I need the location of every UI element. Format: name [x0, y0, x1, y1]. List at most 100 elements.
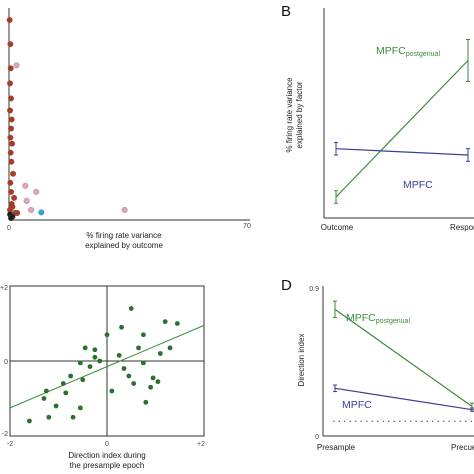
panel-b-legend-postgenual-name: MPFC: [376, 45, 406, 57]
panel-c-point-27: [143, 399, 149, 405]
panel-c-point-8: [70, 414, 76, 420]
panel-b-x-tick-response: Response: [450, 223, 474, 232]
panel-c-point-29: [150, 375, 156, 381]
panel-a-point-g0-0: [6, 17, 13, 24]
panel-a-point-g1-4: [121, 207, 128, 213]
panel-b-series-line-0: [335, 60, 469, 198]
panel-a-point-g3-0: [38, 209, 45, 216]
panel-c-point-22: [126, 373, 132, 379]
panel-d-legend-mpfc: MPFC: [342, 399, 372, 411]
panel-c: +2 0 -2 -2 0 +2 Direction index during t…: [0, 285, 205, 470]
panel-a-point-g0-10: [7, 149, 14, 156]
panel-b-legend-postgenual-sub: postgenual: [406, 51, 441, 58]
panel-d-legend-postgenual-sub: postgenual: [376, 318, 411, 325]
panel-c-point-24: [128, 306, 134, 311]
panel-a-point-g0-3: [7, 80, 13, 87]
panel-c-x-tick-left: -2: [7, 441, 13, 448]
panel-a-point-g0-13: [7, 179, 14, 186]
panel-c-point-33: [167, 345, 173, 351]
panel-d-x-tick-precue: Precue: [451, 443, 474, 452]
panel-a-point-g0-20: [14, 210, 21, 216]
panel-a-point-g2-2: [8, 215, 14, 222]
panel-b-errorbar-1-1: [466, 148, 470, 162]
panel-a-point-g0-1: [7, 41, 14, 48]
panel-c-point-20: [121, 366, 127, 371]
panel-c-y-tick-bottom: -2: [2, 431, 8, 438]
panel-a-point-g0-4: [8, 95, 14, 102]
panel-c-points: [27, 306, 180, 424]
panel-c-point-18: [104, 332, 110, 338]
panel-d-series-line-0: [334, 308, 473, 407]
panel-c-point-16: [92, 347, 98, 353]
panel-a-points: [6, 17, 128, 222]
panel-a-x-tick-70: 70: [243, 223, 251, 230]
panel-b-errorbar-0-0: [334, 190, 338, 204]
panel-c-x-label-line1: Direction index during: [68, 451, 145, 460]
panel-c-point-23: [131, 381, 137, 386]
panel-c-fit-line: [9, 324, 205, 409]
panel-a-point-g0-6: [8, 116, 15, 123]
panel-a-point-g0-12: [10, 170, 17, 177]
panel-c-point-9: [80, 377, 86, 383]
panel-c-point-15: [82, 345, 88, 351]
panel-a-point-g1-0: [13, 62, 20, 69]
panel-a-x-label-line1: % firing rate variance: [86, 231, 162, 240]
panel-c-point-7: [68, 373, 74, 379]
panel-b-legend-postgenual: MPFCpostgenual: [376, 45, 440, 58]
panel-c-point-2: [41, 396, 47, 401]
panel-c-point-3: [53, 403, 59, 409]
panel-a-point-g0-5: [7, 107, 13, 114]
panel-b-legend-mpfc: MPFC: [403, 179, 433, 191]
panel-c-point-30: [155, 379, 161, 385]
panel-a-point-g0-7: [8, 125, 14, 132]
panel-d-letter: D: [281, 277, 292, 294]
panel-c-point-14: [92, 354, 98, 360]
panel-c-point-26: [140, 332, 146, 338]
panel-c-x-tick-mid: 0: [105, 441, 109, 448]
panel-c-point-6: [60, 381, 66, 386]
panel-d-y-tick-bottom: 0: [315, 434, 319, 441]
panel-a: 0 70 % firing rate variance explained by…: [6, 8, 251, 250]
panel-b-x-tick-outcome: Outcome: [321, 223, 354, 232]
panel-c-point-28: [148, 384, 154, 390]
panel-a-point-g0-11: [8, 158, 15, 165]
panel-a-point-g1-3: [23, 197, 30, 204]
panel-d-series: [333, 300, 474, 412]
panel-b-letter: B: [281, 3, 291, 20]
panel-d-errorbar-1-0: [333, 384, 337, 393]
panel-d-x-tick-presample: Presample: [317, 443, 356, 452]
panel-a-point-g0-15: [11, 194, 18, 201]
panel-c-point-0: [27, 418, 32, 424]
panel-a-point-g0-9: [9, 140, 16, 147]
panel-b-errorbar-0-1: [466, 39, 470, 82]
panel-c-point-25: [136, 345, 141, 351]
panel-d-legend-postgenual: MPFCpostgenual: [346, 312, 410, 325]
panel-a-point-g0-8: [7, 134, 14, 141]
panel-a-point-g0-2: [7, 65, 14, 72]
panel-c-point-10: [77, 405, 83, 411]
panel-d-errorbar-0-0: [333, 300, 337, 319]
panel-c-point-4: [43, 388, 49, 394]
panel-b-y-label-line1: % firing rate variance: [285, 77, 294, 153]
panel-d-y-tick-top: 0.9: [309, 286, 319, 293]
panel-c-point-21: [119, 324, 124, 330]
panel-c-point-32: [162, 319, 168, 325]
panel-a-x-tick-0: 0: [7, 225, 11, 232]
panel-a-point-g1-1: [22, 182, 29, 189]
panel-a-x-label-line2: explained by outcome: [85, 241, 163, 250]
panel-c-point-17: [109, 388, 115, 394]
panel-c-point-13: [97, 358, 103, 364]
panel-c-point-31: [157, 351, 163, 356]
panel-a-point-g1-5: [28, 207, 35, 213]
panel-d-errorbar-1-1: [470, 407, 474, 412]
panel-d: D 0.9 0 Direction index Presample Precue…: [281, 277, 474, 452]
panel-d-series-line-1: [334, 387, 473, 411]
panel-c-x-label-line2: the presample epoch: [70, 461, 145, 470]
panel-b-errorbar-1-0: [334, 141, 338, 156]
panel-c-x-tick-right: +2: [197, 441, 205, 448]
panel-b-y-label-line2: explained by factor: [295, 81, 304, 148]
panel-b: B % firing rate variance explained by fa…: [281, 3, 474, 232]
panel-c-point-35: [140, 360, 146, 366]
panel-c-y-tick-top: +2: [0, 285, 8, 292]
